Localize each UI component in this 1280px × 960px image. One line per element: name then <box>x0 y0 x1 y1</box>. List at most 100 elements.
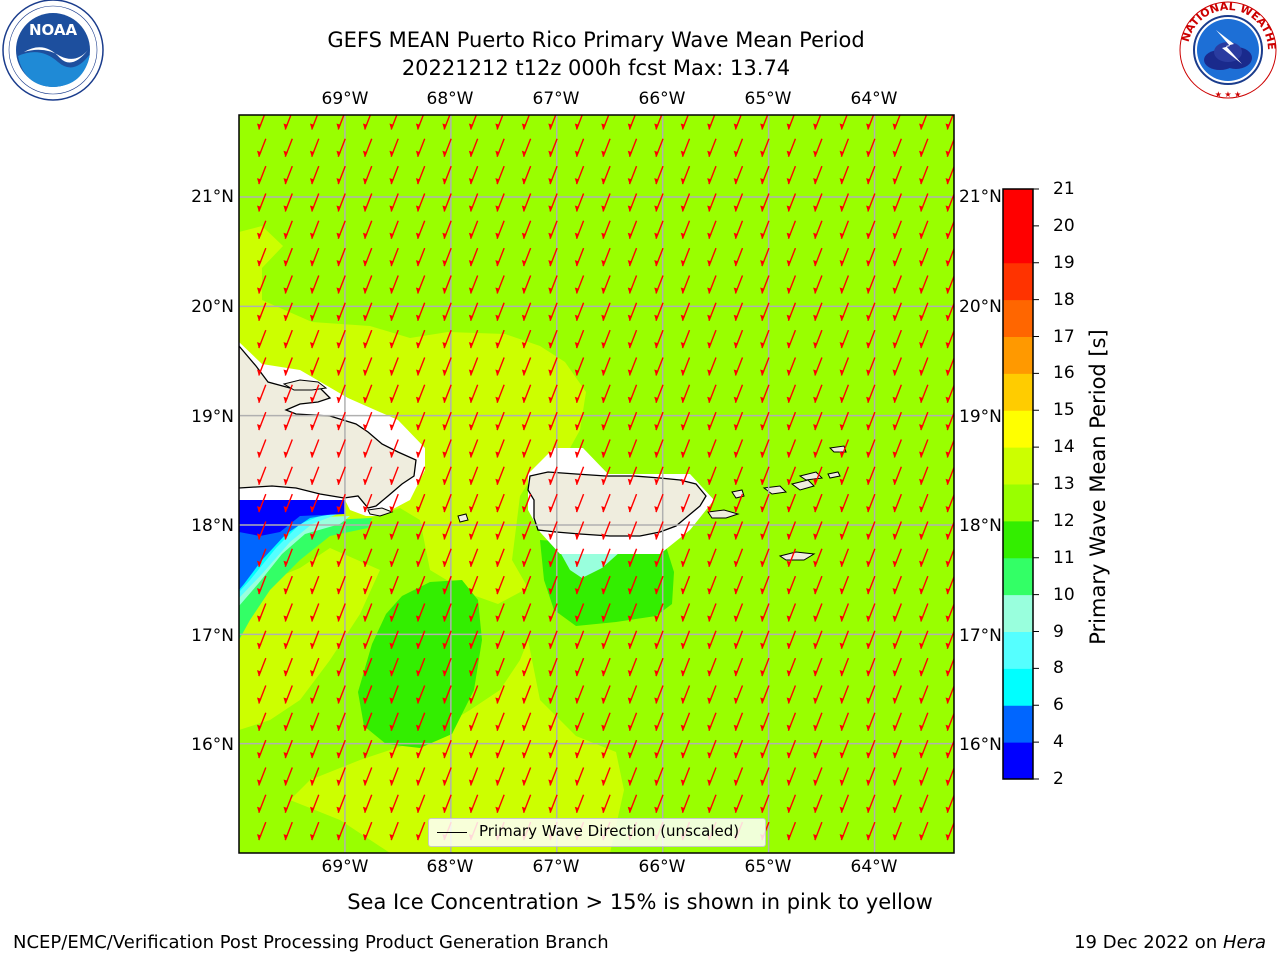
wave-arrow <box>548 411 558 431</box>
wave-arrow <box>707 411 717 431</box>
wave-arrow <box>442 548 452 568</box>
wave-arrow <box>468 493 479 513</box>
wave-arrow <box>813 630 823 650</box>
wave-arrow <box>680 712 691 732</box>
wave-arrow <box>548 521 558 540</box>
wave-arrow <box>309 466 320 486</box>
wave-arrow <box>786 493 797 513</box>
wave-arrow <box>892 685 903 704</box>
wave-arrow <box>839 247 850 267</box>
wave-arrow <box>919 821 929 841</box>
wave-arrow <box>574 193 585 212</box>
wave-arrow <box>574 493 585 513</box>
wave-arrow <box>786 220 797 240</box>
wave-arrow <box>442 794 452 814</box>
wave-arrow <box>707 275 717 294</box>
wave-arrow <box>945 521 954 540</box>
wave-arrow <box>839 739 850 759</box>
wave-arrow <box>468 220 479 240</box>
wave-arrow <box>336 794 346 814</box>
wave-arrow <box>548 302 558 322</box>
wave-arrow <box>680 603 691 622</box>
wave-arrow <box>548 548 558 568</box>
wave-arrow <box>257 138 267 158</box>
wave-arrow <box>442 357 452 376</box>
wave-arrow <box>574 220 585 240</box>
wave-arrow <box>919 521 929 540</box>
wave-arrow <box>760 115 769 130</box>
wave-arrow <box>866 275 876 294</box>
wave-arrow <box>680 739 691 759</box>
colorbar-segment <box>1003 594 1033 632</box>
wave-arrow <box>495 275 505 294</box>
wave-arrow <box>257 493 267 513</box>
sea-ice-note: Sea Ice Concentration > 15% is shown in … <box>347 890 933 914</box>
wave-arrow <box>680 193 691 212</box>
wave-arrow <box>415 275 426 294</box>
wave-arrow <box>813 357 823 376</box>
wave-arrow <box>548 794 558 814</box>
wave-arrow <box>442 521 452 540</box>
wave-arrow <box>601 739 611 759</box>
wave-arrow <box>415 739 426 759</box>
wave-arrow <box>866 466 876 486</box>
wave-arrow <box>415 685 426 704</box>
wave-arrow <box>680 794 691 814</box>
wave-arrow <box>786 247 797 267</box>
wave-arrow <box>919 247 929 267</box>
wave-arrow <box>627 493 638 513</box>
wave-arrow <box>760 411 770 431</box>
wave-arrow <box>574 138 585 158</box>
wave-arrow <box>627 548 638 568</box>
wave-arrow <box>892 493 903 513</box>
wave-arrow <box>495 739 505 759</box>
wave-arrow <box>495 575 505 595</box>
wave-arrow <box>495 138 505 158</box>
wave-arrow <box>733 247 744 267</box>
wave-arrow <box>257 630 267 650</box>
field-9-10-pr <box>560 552 620 578</box>
wave-arrow <box>548 439 558 458</box>
wave-arrow <box>574 685 585 704</box>
wave-arrow <box>839 193 850 212</box>
wave-arrow <box>468 548 479 568</box>
wave-arrow <box>733 712 744 732</box>
map-field <box>239 115 954 853</box>
lon-tick-bottom: 68°W <box>426 857 474 877</box>
wave-arrow <box>336 466 346 486</box>
wave-arrow <box>521 767 532 786</box>
wave-arrow <box>839 794 850 814</box>
wave-arrow <box>257 165 267 185</box>
lat-tick-right: 20°N <box>959 297 1002 317</box>
wave-arrow <box>892 411 903 431</box>
wave-arrow <box>257 521 267 540</box>
lon-tick-bottom: 66°W <box>638 857 686 877</box>
wave-arrow <box>309 603 320 622</box>
wave-arrow <box>442 411 452 431</box>
wave-arrow <box>257 712 267 732</box>
wave-arrow <box>309 329 320 349</box>
wave-arrow <box>389 275 399 294</box>
wave-arrow <box>415 821 426 841</box>
wave-arrow <box>362 193 373 212</box>
wave-arrow <box>654 411 664 431</box>
wave-arrow <box>733 739 744 759</box>
wave-arrow <box>866 548 876 568</box>
wave-arrow <box>495 794 505 814</box>
wave-arrow <box>786 657 797 677</box>
wave-arrow <box>521 302 532 322</box>
wave-arrow <box>389 439 399 458</box>
wave-arrow <box>733 439 744 458</box>
wave-arrow <box>813 220 823 240</box>
wave-arrow <box>257 439 267 458</box>
wave-arrow <box>283 630 293 650</box>
wave-arrow <box>627 247 638 267</box>
wave-arrow <box>654 384 664 404</box>
wave-arrow <box>468 630 479 650</box>
wave-arrow <box>495 193 505 212</box>
wave-arrow <box>415 329 426 349</box>
wave-arrow <box>892 302 903 322</box>
wave-arrow <box>495 548 505 568</box>
wave-arrow <box>839 575 850 595</box>
wave-arrow <box>495 357 505 376</box>
